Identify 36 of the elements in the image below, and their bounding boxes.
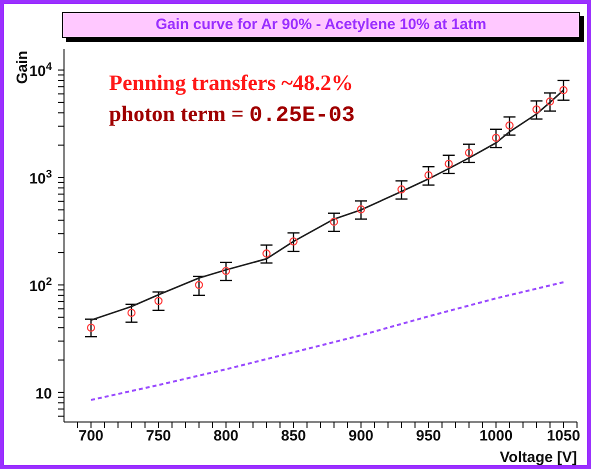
point <box>356 205 366 214</box>
point <box>154 296 163 306</box>
y-tick-label: 10$^{4}$ <box>29 61 53 80</box>
point <box>559 86 568 94</box>
point <box>464 148 474 157</box>
x-tick-label: 850 <box>280 428 306 445</box>
x-tick-label: 950 <box>416 428 442 445</box>
annotation: Penning transfers ~48.2% <box>109 70 354 96</box>
point <box>127 308 136 317</box>
point <box>532 105 541 114</box>
x-tick-label: 750 <box>146 428 172 445</box>
x-tick-label: 1050 <box>546 428 580 445</box>
point <box>289 237 298 246</box>
point <box>505 121 514 130</box>
point <box>444 160 453 168</box>
x-tick-label: 700 <box>78 428 104 445</box>
y-axis-title: Gain <box>14 50 31 84</box>
point <box>222 266 230 276</box>
x-tick-label: 1000 <box>479 428 513 445</box>
point <box>492 134 500 142</box>
x-tick-label: 900 <box>348 428 374 445</box>
point <box>86 324 96 332</box>
y-tick-label: 10$^{3}$ <box>29 168 52 188</box>
annotation: photon term = 0.25E-03 <box>109 101 355 128</box>
point <box>194 280 204 290</box>
y-tick-label: 10$^{2}$ <box>29 276 52 295</box>
point <box>262 249 271 258</box>
x-tick-label: 800 <box>213 428 239 445</box>
x-axis-title: Voltage [V] <box>500 449 577 466</box>
point <box>330 218 338 226</box>
chart-title: Gain curve for Ar 90% - Acetylene 10% at 1atm <box>62 12 580 38</box>
line-series <box>90 281 564 401</box>
point <box>397 185 406 194</box>
point <box>424 171 433 180</box>
y-tick-label: 10 <box>35 385 52 402</box>
point <box>546 97 554 106</box>
